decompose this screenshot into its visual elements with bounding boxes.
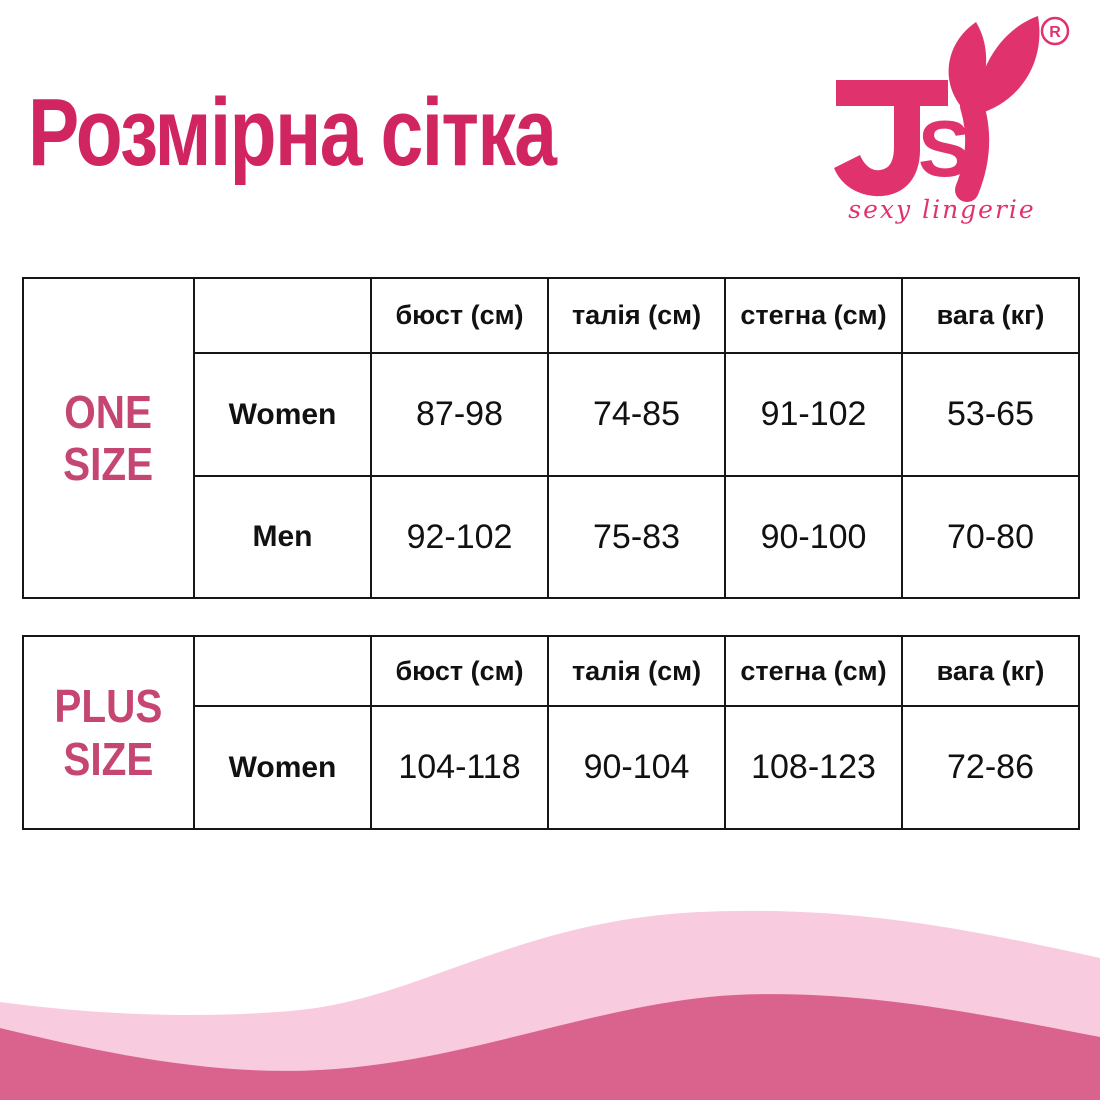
logo-y-stem — [955, 94, 990, 202]
logo-j-shape — [834, 80, 948, 197]
row-label-women: Women — [193, 352, 372, 477]
page-title: Розмірна сітка — [28, 79, 557, 186]
decorative-waves — [0, 880, 1100, 1100]
col-header-hips: стегна (см) — [724, 277, 903, 354]
logo-y-leaf-right — [974, 16, 1040, 114]
size-label-line: SIZE — [63, 438, 154, 490]
one-size-table: ONE SIZE бюст (см) талія (см) стегна (см… — [22, 277, 1080, 599]
size-label-line: PLUS — [54, 680, 163, 733]
col-header-waist: талія (см) — [547, 635, 726, 707]
size-label-line: SIZE — [63, 732, 154, 785]
table-row-women: Women 87-98 74-85 91-102 53-65 — [23, 352, 1080, 477]
cell-women-waist: 90-104 — [547, 705, 726, 830]
row-label-men: Men — [193, 475, 372, 599]
plus-size-table: PLUS SIZE бюст (см) талія (см) стегна (с… — [22, 635, 1080, 830]
cell-women-bust: 87-98 — [370, 352, 549, 477]
cell-men-weight: 70-80 — [901, 475, 1080, 599]
table-row-men: Men 92-102 75-83 90-100 70-80 — [23, 475, 1080, 599]
size-label-line: ONE — [64, 385, 153, 438]
wave-dark-shape — [0, 994, 1100, 1100]
table-row-women: Women 104-118 90-104 108-123 72-86 — [23, 705, 1080, 830]
jsy-logo: R S sexy lingerie — [822, 10, 1072, 225]
empty-header-cell — [193, 277, 372, 354]
cell-women-weight: 53-65 — [901, 352, 1080, 477]
cell-women-hips: 108-123 — [724, 705, 903, 830]
col-header-bust: бюст (см) — [370, 277, 549, 354]
cell-men-waist: 75-83 — [547, 475, 726, 599]
col-header-weight: вага (кг) — [901, 635, 1080, 707]
logo-tagline: sexy lingerie — [848, 195, 1035, 224]
jsy-logo-graphic: R S sexy lingerie — [834, 16, 1070, 224]
empty-header-cell — [193, 635, 372, 707]
logo-y-leaf-left — [948, 22, 987, 110]
cell-men-hips: 90-100 — [724, 475, 903, 599]
registered-letter: R — [1049, 24, 1061, 41]
registered-icon: R — [1040, 16, 1070, 46]
col-header-weight: вага (кг) — [901, 277, 1080, 354]
col-header-hips: стегна (см) — [724, 635, 903, 707]
cell-women-weight: 72-86 — [901, 705, 1080, 830]
size-label-one-size: ONE SIZE — [22, 277, 195, 599]
cell-women-bust: 104-118 — [370, 705, 549, 830]
cell-women-waist: 74-85 — [547, 352, 726, 477]
row-label-women: Women — [193, 705, 372, 830]
size-label-plus-size: PLUS SIZE — [22, 635, 195, 830]
col-header-waist: талія (см) — [547, 277, 726, 354]
cell-women-hips: 91-102 — [724, 352, 903, 477]
cell-men-bust: 92-102 — [370, 475, 549, 599]
waves-graphic — [0, 910, 1100, 1100]
col-header-bust: бюст (см) — [370, 635, 549, 707]
